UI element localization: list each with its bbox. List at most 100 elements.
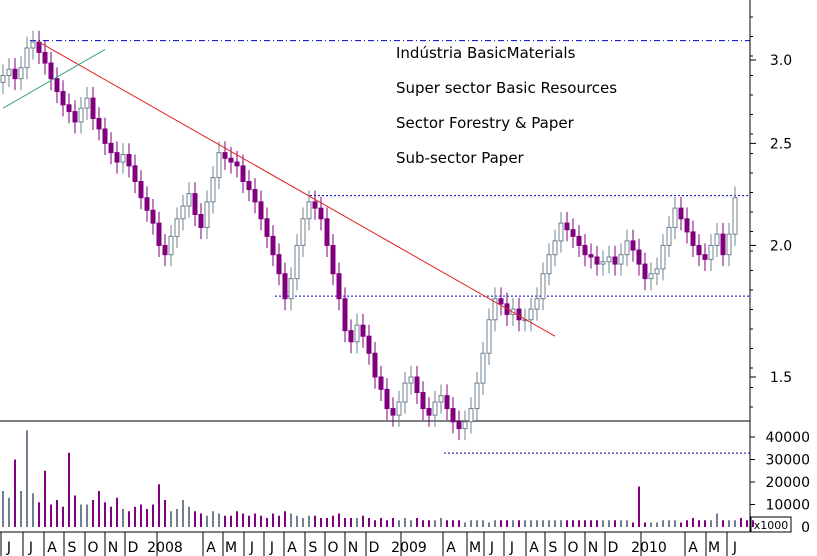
candle-body [246,181,252,191]
candle-body [486,319,492,354]
x-tick-label: 2009 [391,540,427,556]
candle-body [420,392,426,410]
candle-body [252,189,258,203]
candle-body [282,273,288,300]
uptrend-channel-line [2,49,106,109]
candle-body [498,298,504,305]
candle-body [300,218,306,246]
candle-body [210,177,216,203]
candle-body [396,401,402,416]
x-tick-label: N [588,540,598,556]
candle-body [96,117,102,130]
candle-body [366,335,372,354]
candle-body [492,298,498,321]
x-tick-label: J [732,540,737,556]
x-tick-label: A [688,540,698,556]
x-tick-label: J [269,540,274,556]
candle-body [270,235,276,256]
candle-body [174,218,180,237]
candle-body [630,240,636,251]
candle-body [216,152,222,179]
candle-body [480,352,486,384]
sector-label: Sector Forestry & Paper [396,114,574,132]
x-tick-label: J [249,540,254,556]
candle-body [726,233,732,256]
candle-body [354,324,360,343]
downtrend-line [38,41,556,337]
x-tick-label: A [206,540,216,556]
candle-body [468,408,474,423]
candle-body [114,152,120,163]
volume-unit-label: x1000 [754,519,789,532]
x-tick-label: D [128,540,139,556]
candle-body [414,376,420,394]
x-tick-label: J [28,540,33,556]
candle-body [30,41,36,49]
candle-body [306,201,312,220]
candle-body [708,244,714,260]
candle-body [534,298,540,310]
candle-body [138,181,144,199]
candle-body [642,263,648,280]
candle-body [690,231,696,246]
subsector-label: Sub-sector Paper [396,149,524,167]
candle-body [624,240,630,256]
candle-body [180,205,186,220]
industry-label: Indústria BasicMaterials [396,44,576,62]
candle-body [126,153,132,167]
x-tick-label: N [348,540,358,556]
price-tick-label: 3.0 [770,53,792,69]
x-tick-label: S [309,540,318,556]
x-tick-label: A [529,540,539,556]
candle-body [18,67,24,80]
candle-body [42,51,48,64]
candle-body [342,298,348,332]
candle-body [456,421,462,430]
candle-body [372,352,378,378]
x-tick-label: J [489,540,494,556]
candle-body [444,395,450,410]
candle-body [348,330,354,343]
volume-tick-label: 0 [801,520,810,536]
x-tick-label: A [47,540,57,556]
price-tick-label: 2.0 [770,238,792,254]
candle-body [198,213,204,228]
candle-body [594,256,600,265]
volume-tick-label: 20000 [765,475,810,491]
candle-body [330,244,336,275]
candle-body [204,201,210,228]
candle-body [54,78,60,93]
candle-body [90,97,96,119]
x-tick-label: N [108,540,118,556]
candle-body [462,421,468,430]
candle-body [66,104,72,113]
candle-body [162,244,168,256]
candle-body [720,233,726,256]
candle-body [672,207,678,228]
volume-tick-label: 10000 [765,498,810,514]
candle-body [60,91,66,106]
x-tick-label: O [327,540,338,556]
candle-body [150,209,156,224]
candle-body [156,222,162,246]
candle-body [702,254,708,260]
x-tick-label: 2008 [147,540,183,556]
candle-body [186,193,192,207]
candle-body [6,68,12,77]
candle-body [12,68,18,80]
candle-body [78,107,84,123]
x-tick-label: J [6,540,11,556]
x-tick-label: M [469,540,481,556]
candle-body [450,408,456,423]
candle-body [36,41,42,53]
x-tick-label: D [608,540,619,556]
x-tick-label: S [68,540,77,556]
x-tick-label: M [708,540,720,556]
candle-body [612,256,618,265]
candle-body [432,401,438,416]
candle-body [552,240,558,256]
candle-body [324,218,330,246]
candle-body [120,153,126,163]
candle-body [570,229,576,237]
